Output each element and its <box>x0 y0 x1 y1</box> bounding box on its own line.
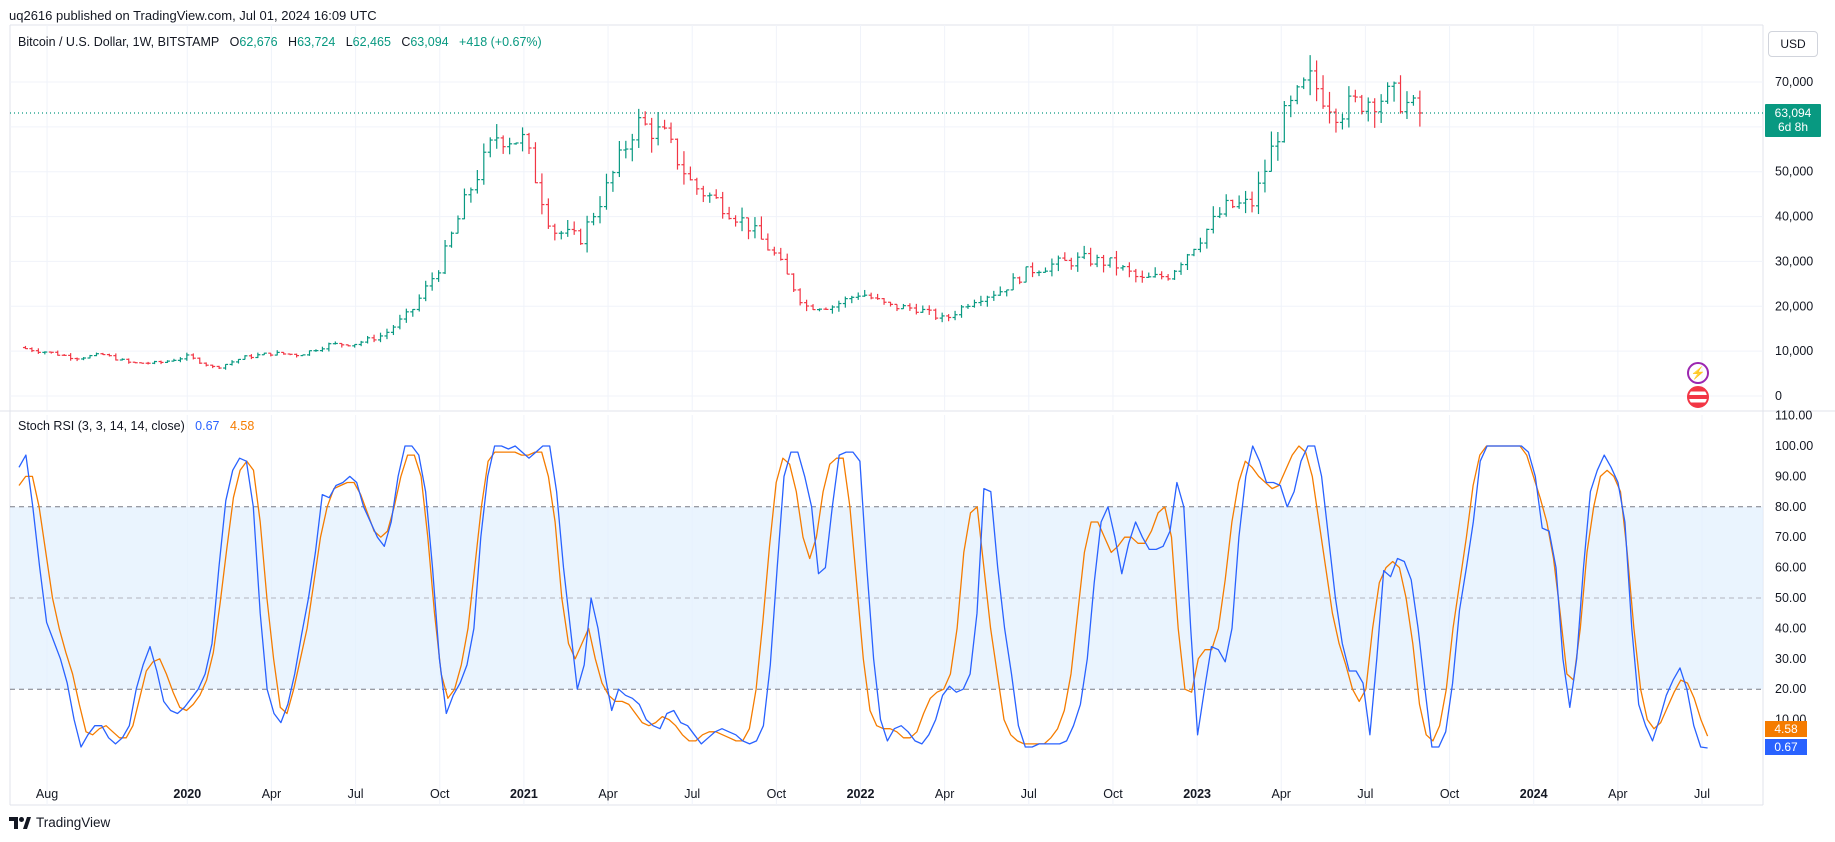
price-tick-label: 30,000 <box>1775 254 1813 268</box>
symbol-legend: Bitcoin / U.S. Dollar, 1W, BITSTAMP O62,… <box>18 35 542 49</box>
time-tick-label: 2022 <box>847 787 875 801</box>
stoch-k-value: 0.67 <box>195 419 220 433</box>
lightning-icon[interactable]: ⚡ <box>1687 362 1709 384</box>
open-value: 62,676 <box>239 35 278 49</box>
low-value: 62,465 <box>352 35 391 49</box>
price-tick-label: 20,000 <box>1775 299 1813 313</box>
stoch-tick-label: 90.00 <box>1775 469 1806 483</box>
stoch-tick-label: 30.00 <box>1775 652 1806 666</box>
time-tick-label: 2021 <box>510 787 538 801</box>
stoch-d-line <box>18 445 1709 745</box>
price-tick-label: 50,000 <box>1775 165 1813 179</box>
close-label: C <box>401 35 411 49</box>
last-price-badge: 63,094 6d 8h <box>1765 104 1821 137</box>
bar-countdown: 6d 8h <box>1777 120 1809 134</box>
time-tick-label: Jul <box>684 787 700 801</box>
time-tick-label: Oct <box>1103 787 1123 801</box>
time-tick-label: 2024 <box>1520 787 1548 801</box>
published-caption: uq2616 published on TradingView.com, Jul… <box>9 8 377 23</box>
time-tick-label: Apr <box>262 787 281 801</box>
stoch-tick-label: 20.00 <box>1775 682 1806 696</box>
tradingview-logo-icon <box>9 816 31 829</box>
stoch-tick-label: 70.00 <box>1775 530 1806 544</box>
time-tick-label: Oct <box>1440 787 1460 801</box>
time-tick-label: 2023 <box>1183 787 1211 801</box>
time-tick-label: Apr <box>1272 787 1291 801</box>
time-tick-label: Jul <box>1694 787 1710 801</box>
time-tick-label: Oct <box>430 787 450 801</box>
low-label: L <box>345 35 353 49</box>
time-tick-label: Jul <box>1357 787 1373 801</box>
time-tick-label: Oct <box>767 787 787 801</box>
price-tick-label: 70,000 <box>1775 75 1813 89</box>
time-tick-label: Jul <box>1021 787 1037 801</box>
open-label: O <box>229 35 240 49</box>
price-tick-label: 40,000 <box>1775 210 1813 224</box>
stoch-k-badge: 0.67 <box>1765 739 1807 755</box>
brand-name: TradingView <box>36 815 111 830</box>
stoch-tick-label: 60.00 <box>1775 561 1806 575</box>
stoch-tick-label: 110.00 <box>1775 409 1812 423</box>
high-label: H <box>288 35 298 49</box>
time-tick-label: Apr <box>1608 787 1627 801</box>
last-price-value: 63,094 <box>1774 106 1812 120</box>
time-tick-label: Apr <box>598 787 617 801</box>
stoch-tick-label: 80.00 <box>1775 500 1806 514</box>
currency-button[interactable]: USD <box>1768 31 1818 57</box>
time-tick-label: Apr <box>935 787 954 801</box>
time-tick-label: Jul <box>348 787 364 801</box>
stoch-legend: Stoch RSI (3, 3, 14, 14, close) 0.67 4.5… <box>18 419 254 433</box>
tradingview-logo[interactable]: TradingView <box>9 815 110 830</box>
high-value: 63,724 <box>297 35 336 49</box>
stoch-tick-label: 50.00 <box>1775 591 1806 605</box>
price-tick-label: 10,000 <box>1775 344 1813 358</box>
time-tick-label: Aug <box>36 787 58 801</box>
stoch-d-badge: 4.58 <box>1765 721 1807 737</box>
change-value: +418 (+0.67%) <box>459 35 542 49</box>
stoch-d-value: 4.58 <box>229 419 255 433</box>
stoch-tick-label: 100.00 <box>1775 439 1813 453</box>
price-tick-label: 0 <box>1775 389 1782 403</box>
stoch-tick-label: 40.00 <box>1775 621 1806 635</box>
time-tick-label: 2020 <box>173 787 201 801</box>
symbol-title[interactable]: Bitcoin / U.S. Dollar, 1W, BITSTAMP <box>18 35 220 49</box>
close-value: 63,094 <box>410 35 449 49</box>
stoch-title[interactable]: Stoch RSI (3, 3, 14, 14, close) <box>18 419 185 433</box>
us-flag-icon[interactable] <box>1687 386 1709 408</box>
stoch-k-line <box>18 445 1708 749</box>
